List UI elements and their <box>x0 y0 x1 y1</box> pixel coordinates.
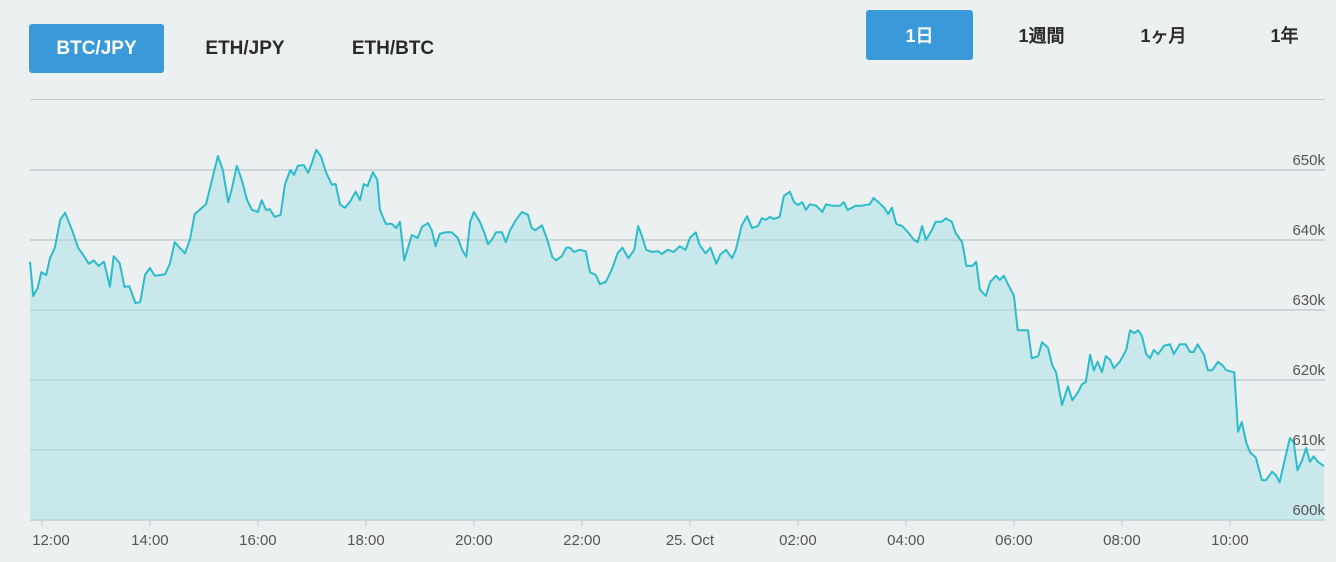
x-tick-label: 12:00 <box>32 532 70 549</box>
period-tab[interactable]: 1年 <box>1270 26 1299 46</box>
x-tick-label: 20:00 <box>455 532 493 549</box>
period-tab[interactable]: 1週間 <box>1018 26 1065 46</box>
line <box>29 148 1325 484</box>
pair-tab[interactable]: BTC/JPY <box>29 24 164 73</box>
x-tick-label: 06:00 <box>995 532 1033 549</box>
y-tick-label: 630k <box>1292 292 1325 309</box>
y-tick-label: 650k <box>1292 152 1325 169</box>
y-tick-label: 620k <box>1292 362 1325 379</box>
y-tick-label: 600k <box>1292 502 1325 519</box>
x-tick-label: 10:00 <box>1211 532 1249 549</box>
period-tab[interactable]: 1ヶ月 <box>1140 26 1187 46</box>
x-tick-label: 22:00 <box>563 532 601 549</box>
pair-tab[interactable]: ETH/JPY <box>205 37 285 59</box>
x-tick-label: 04:00 <box>887 532 925 549</box>
area <box>30 149 1324 520</box>
pair-tab[interactable]: ETH/BTC <box>351 37 435 59</box>
x-tick-label: 08:00 <box>1103 532 1141 549</box>
y-tick-label: 610k <box>1292 432 1325 449</box>
x-tick-label: 02:00 <box>779 532 817 549</box>
x-tick-label: 18:00 <box>347 532 385 549</box>
x-tick-label: 14:00 <box>131 532 169 549</box>
x-tick-label: 25. Oct <box>666 532 715 549</box>
y-tick-label: 640k <box>1292 222 1325 239</box>
period-tab[interactable]: 1日 <box>866 10 973 60</box>
x-tick-label: 16:00 <box>239 532 277 549</box>
